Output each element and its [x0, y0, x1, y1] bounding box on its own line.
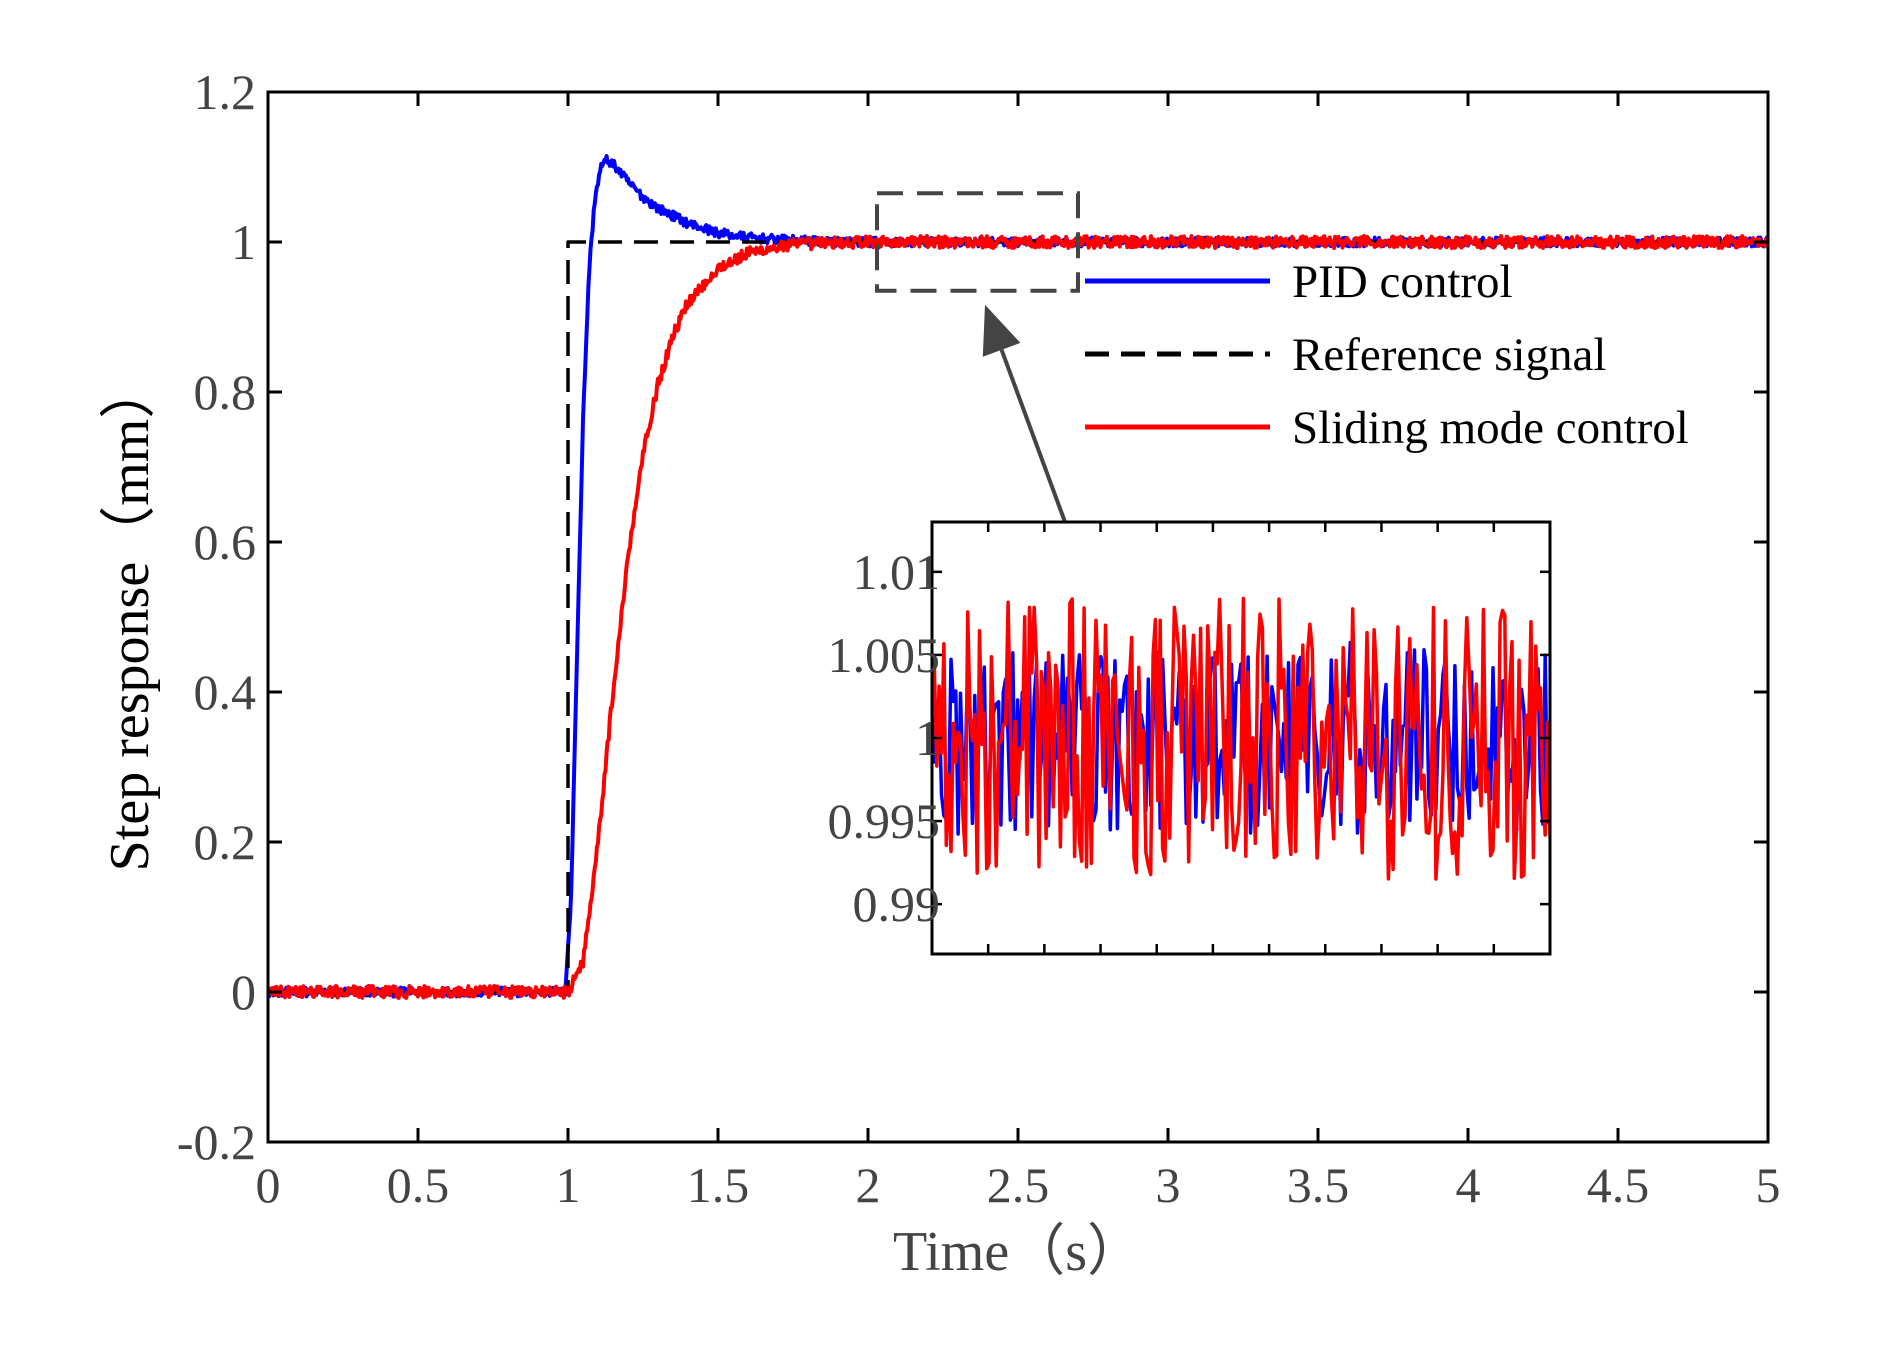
- y-tick-label: 1.2: [194, 64, 257, 120]
- x-tick-label: 2.5: [987, 1157, 1050, 1213]
- inset-y-tick-label: 0.99: [853, 876, 941, 932]
- x-tick-label: 0.5: [387, 1157, 450, 1213]
- inset-series-layer: [932, 596, 1550, 881]
- legend-label-pid: PID control: [1292, 256, 1513, 308]
- y-tick-label: 0.4: [194, 664, 257, 720]
- y-tick-label: 0: [231, 964, 256, 1020]
- y-axis-label: Step response（mm）: [99, 363, 161, 872]
- zoom-arrow: [999, 349, 1067, 523]
- zoom-arrow-head: [982, 304, 1021, 357]
- inset-y-tick-label: 0.995: [828, 793, 941, 849]
- inset-y-tick-label: 1.005: [828, 627, 941, 683]
- y-tick-label: 0.8: [194, 364, 257, 420]
- zoom-region-box: [875, 191, 1080, 293]
- x-tick-label: 1.5: [687, 1157, 750, 1213]
- x-tick-label: 3: [1156, 1157, 1181, 1213]
- y-tick-label: 1: [231, 214, 256, 270]
- zoom-inset: 1.01 1.005 1 0.995 0.99: [828, 520, 1552, 956]
- inset-y-tick-label: 1.01: [853, 544, 941, 600]
- inset-tick-marks: [932, 522, 1550, 954]
- x-tick-label: 0: [256, 1157, 281, 1213]
- tick-marks: [266, 90, 1770, 1144]
- x-tick-label: 2: [856, 1157, 881, 1213]
- x-tick-label: 1: [556, 1157, 581, 1213]
- legend: PID control Reference signal Sliding mod…: [1085, 256, 1689, 454]
- inset-tick-labels: 1.01 1.005 1 0.995 0.99: [828, 544, 941, 932]
- x-tick-label: 5: [1756, 1157, 1781, 1213]
- tick-labels: 0 0.5 1 1.5 2 2.5 3 3.5 4 4.5 5-0.200.20.40.60.811…: [177, 64, 1781, 1213]
- legend-label-sliding-mode: Sliding mode control: [1292, 402, 1689, 454]
- x-tick-label: 4.5: [1587, 1157, 1650, 1213]
- inset-y-tick-label: 1: [915, 710, 940, 766]
- series-line-sliding-mode: [266, 234, 1770, 1000]
- y-tick-label: 0.2: [194, 814, 257, 870]
- y-tick-label: -0.2: [177, 1114, 256, 1170]
- series-layer: [266, 154, 1770, 1000]
- legend-label-reference: Reference signal: [1292, 329, 1606, 381]
- y-tick-label: 0.6: [194, 514, 257, 570]
- x-axis-label: Time（s）: [893, 1221, 1143, 1283]
- x-tick-label: 3.5: [1287, 1157, 1350, 1213]
- x-tick-label: 4: [1456, 1157, 1481, 1213]
- inset-line-sliding-mode: [932, 596, 1550, 881]
